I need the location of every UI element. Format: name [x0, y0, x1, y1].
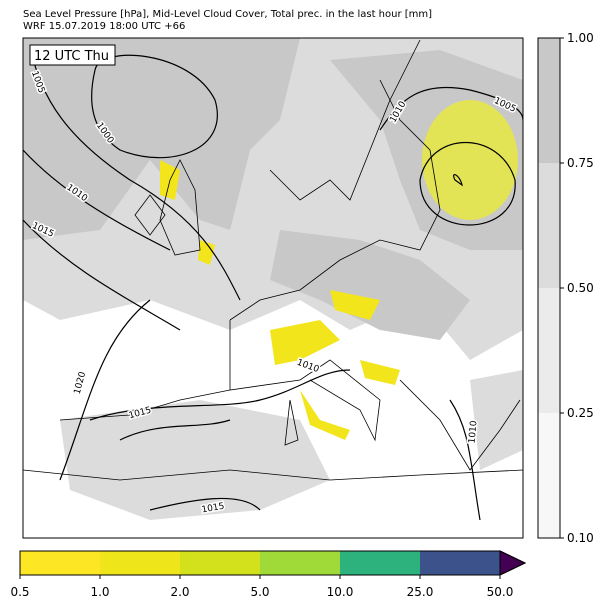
- colorbar-tick-label: 1.00: [567, 31, 594, 45]
- colorbar-tick-label: 50.0: [487, 585, 514, 599]
- precip-area: [198, 240, 215, 265]
- map-layers: [23, 38, 523, 521]
- colorbar-segment: [538, 163, 560, 288]
- colorbar-segment: [538, 38, 560, 163]
- cloud-colorbar: 1.00 0.75 0.50 0.25 0.10: [537, 31, 594, 545]
- time-label: 12 UTC Thu: [34, 49, 109, 64]
- precip-area: [270, 320, 340, 365]
- colorbar-tick-label: 0.50: [567, 281, 594, 295]
- precip-area: [360, 360, 400, 385]
- colorbar-segment: [538, 413, 560, 538]
- time-label-box: [29, 44, 116, 66]
- map-frame: [22, 37, 524, 539]
- precip-area: [300, 390, 350, 440]
- colorbar-tick-label: 0.10: [567, 531, 594, 545]
- colorbar-segment: [538, 288, 560, 413]
- map-area: 12 UTC Thu: [22, 37, 524, 539]
- colorbar-segment: [420, 551, 500, 575]
- title-line2: WRF 15.07.2019 18:00 UTC +66: [23, 21, 185, 32]
- colorbar-segment: [260, 551, 340, 575]
- cloud-area: [270, 230, 470, 340]
- colorbar-frame: [19, 550, 527, 576]
- precip-colorbar: 0.5 1.0 2.0 5.0 10.0 25.0 50.0: [10, 550, 527, 599]
- colorbar-segment: [180, 551, 260, 575]
- colorbar-ticks: 1.00 0.75 0.50 0.25 0.10: [560, 31, 594, 545]
- colorbar-tick-label: 0.75: [567, 156, 594, 170]
- colorbar-extend: [499, 550, 527, 576]
- colorbar-segment: [100, 551, 180, 575]
- colorbar-segment: [340, 551, 420, 575]
- colorbar-tick-label: 5.0: [250, 585, 269, 599]
- isobar: [23, 44, 523, 521]
- colorbar-ticks: 0.5 1.0 2.0 5.0 10.0 25.0 50.0: [10, 575, 513, 599]
- colorbar-tick-label: 0.5: [10, 585, 29, 599]
- colorbar-tick-label: 0.25: [567, 406, 594, 420]
- isobar-label: 1010: [468, 420, 480, 444]
- colorbar-tick-label: 1.0: [90, 585, 109, 599]
- precip-area: [422, 100, 518, 220]
- colorbar-tick-label: 25.0: [407, 585, 434, 599]
- colorbar-tick-label: 10.0: [327, 585, 354, 599]
- title-line1: Sea Level Pressure [hPa], Mid-Level Clou…: [23, 9, 432, 20]
- cloud-area: [470, 370, 523, 470]
- cloud-area: [60, 400, 330, 520]
- colorbar-segment: [20, 551, 100, 575]
- colorbar-tick-label: 2.0: [170, 585, 189, 599]
- precip-area: [330, 290, 380, 320]
